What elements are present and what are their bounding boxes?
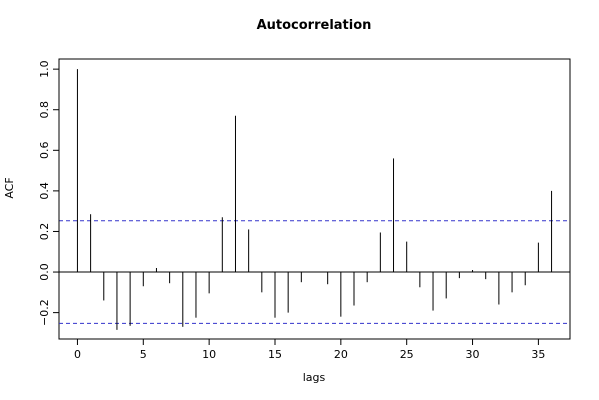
y-tick-label: 0.8 bbox=[38, 101, 51, 119]
x-tick-label: 15 bbox=[268, 348, 282, 361]
x-tick-label: 10 bbox=[202, 348, 216, 361]
y-axis-title: ACF bbox=[3, 177, 16, 198]
x-tick-label: 20 bbox=[334, 348, 348, 361]
acf-bars bbox=[59, 69, 570, 330]
y-tick-label: 0.4 bbox=[38, 182, 51, 200]
plot-frame bbox=[58, 58, 571, 340]
y-tick-label: 0.6 bbox=[38, 142, 51, 160]
y-tick-label: 1.0 bbox=[38, 60, 51, 78]
x-tick-label: 35 bbox=[531, 348, 545, 361]
x-axis: 0 5 10 15 20 25 30 35 bbox=[74, 338, 545, 361]
x-tick-label: 25 bbox=[400, 348, 414, 361]
y-tick-label: −0.2 bbox=[38, 299, 51, 326]
chart-title: Autocorrelation bbox=[257, 18, 372, 33]
y-tick-label: 0.2 bbox=[38, 223, 51, 241]
x-tick-label: 5 bbox=[140, 348, 147, 361]
x-tick-label: 30 bbox=[466, 348, 480, 361]
confidence-bands bbox=[59, 220, 570, 324]
y-axis: −0.2 0.0 0.2 0.4 0.6 0.8 1.0 bbox=[38, 60, 60, 326]
y-tick-label: 0.0 bbox=[38, 263, 51, 281]
x-axis-title: lags bbox=[303, 371, 326, 384]
x-tick-label: 0 bbox=[74, 348, 81, 361]
